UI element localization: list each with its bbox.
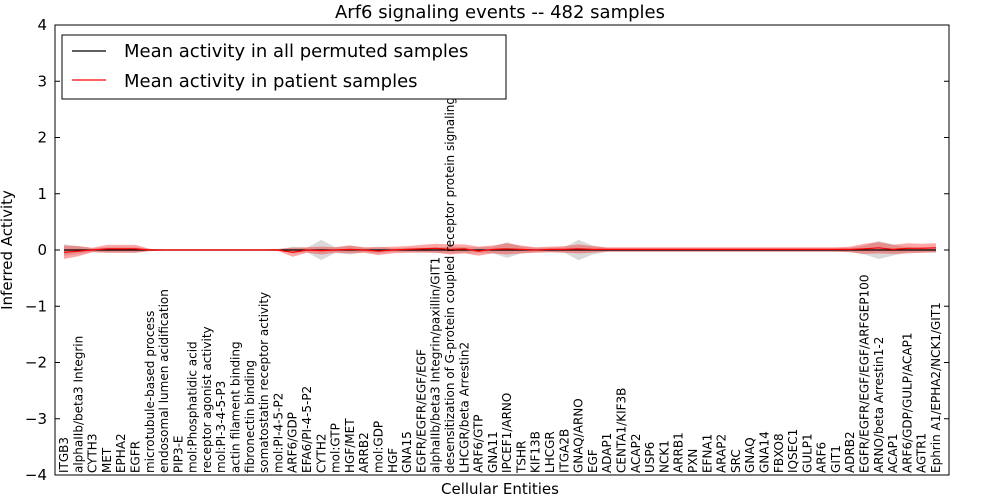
category-label: endosomal lumen acidification bbox=[157, 289, 171, 473]
category-label: ADRB2 bbox=[843, 431, 857, 473]
category-label: CYTH2 bbox=[314, 433, 328, 473]
category-label: desensitization of G-protein coupled rec… bbox=[443, 42, 457, 473]
category-label: ARNO/beta Arrestin1-2 bbox=[872, 337, 886, 473]
category-label: FBXO8 bbox=[772, 433, 786, 473]
category-label: PIP3-E bbox=[171, 435, 185, 473]
series-line-patient bbox=[63, 247, 937, 253]
y-tick-label: −4 bbox=[25, 466, 47, 484]
category-label: ARF6 bbox=[815, 442, 829, 473]
category-label: Ephrin A1/EPHA2/NCK1/GIT1 bbox=[929, 302, 943, 473]
category-label: LHCGR/beta Arrestin2 bbox=[457, 342, 471, 473]
category-label: mol:GTP bbox=[329, 423, 343, 473]
category-label: CYTH3 bbox=[86, 434, 100, 474]
y-axis-label: Inferred Activity bbox=[0, 190, 16, 310]
category-label: IPCEF1/ARNO bbox=[500, 393, 514, 473]
category-label: ARF6/GDP/GULP/ACAP1 bbox=[900, 333, 914, 473]
chart-title: Arf6 signaling events -- 482 samples bbox=[335, 2, 665, 23]
category-label: alphaIIb/beta3 Integrin bbox=[71, 336, 85, 473]
category-label: EFA6/PI-4-5-P2 bbox=[300, 386, 314, 473]
category-label: MET bbox=[100, 447, 114, 473]
category-label: EFNA1 bbox=[700, 434, 714, 473]
category-label: ARRB1 bbox=[672, 432, 686, 473]
category-label: ACAP1 bbox=[886, 434, 900, 473]
category-label: IQSEC1 bbox=[786, 429, 800, 473]
legend-label-permuted: Mean activity in all permuted samples bbox=[124, 41, 468, 62]
category-label: actin filament binding bbox=[229, 341, 243, 473]
category-label: GNA14 bbox=[758, 431, 772, 473]
category-label: KIF13B bbox=[529, 431, 543, 473]
category-label: ITGA2B bbox=[557, 429, 571, 473]
category-label: ADAP1 bbox=[600, 433, 614, 473]
x-axis-label: Cellular Entities bbox=[441, 480, 559, 498]
category-label: mol:PI-3-4-5-P3 bbox=[214, 381, 228, 473]
category-label: NCK1 bbox=[657, 440, 671, 473]
legend-box bbox=[61, 34, 507, 100]
category-label: GULP1 bbox=[800, 433, 814, 473]
category-label: USP6 bbox=[643, 442, 657, 473]
category-label: HGF bbox=[386, 448, 400, 473]
category-label: mol:Phosphatidic acid bbox=[186, 341, 200, 473]
category-label: AGTR1 bbox=[915, 433, 929, 473]
category-label: GNAQ bbox=[743, 437, 757, 473]
category-label: alphaIIb/beta3 Integrin/paxillin/GIT1 bbox=[429, 257, 443, 473]
category-label: GIT1 bbox=[829, 445, 843, 473]
category-label: HGF/MET bbox=[343, 418, 357, 473]
category-label: ARF6/GTP bbox=[472, 414, 486, 473]
category-label: ACAP2 bbox=[629, 434, 643, 473]
y-tick-label: −3 bbox=[25, 410, 47, 428]
legend: Mean activity in all permuted samples Me… bbox=[61, 34, 507, 100]
category-label: ARRB2 bbox=[357, 432, 371, 473]
category-label: receptor agonist activity bbox=[200, 326, 214, 473]
category-label: EGF bbox=[586, 449, 600, 473]
category-label: fibronectin binding bbox=[243, 360, 257, 473]
category-label: PXN bbox=[686, 449, 700, 473]
category-label: ARF6/GDP bbox=[286, 412, 300, 473]
category-label: GNAQ/ARNO bbox=[572, 398, 586, 473]
category-label: ARAP2 bbox=[715, 434, 729, 473]
y-tick-label: 1 bbox=[37, 185, 47, 203]
category-label: EGFR/EGFR/EGF/EGF/ARFGEP100 bbox=[858, 275, 872, 473]
y-tick-label: −2 bbox=[25, 354, 47, 372]
category-label: GNA15 bbox=[400, 431, 414, 473]
category-label: EPHA2 bbox=[114, 433, 128, 473]
category-label: mol:PI-4-5-P2 bbox=[271, 393, 285, 473]
category-label: SRC bbox=[729, 449, 743, 473]
category-label: EGFR/EGFR/EGF/EGF bbox=[414, 349, 428, 473]
y-tick-label: 2 bbox=[37, 129, 47, 147]
category-label: microtubule-based process bbox=[143, 311, 157, 473]
category-label: GNA11 bbox=[486, 431, 500, 473]
category-label: ITGB3 bbox=[57, 437, 71, 473]
y-tick-label: 4 bbox=[37, 16, 47, 34]
category-label: TSHR bbox=[514, 441, 528, 474]
legend-label-patient: Mean activity in patient samples bbox=[124, 71, 418, 92]
category-label: LHCGR bbox=[543, 431, 557, 473]
category-label: CENTA1/KIF3B bbox=[615, 388, 629, 473]
category-label: somatostatin receptor activity bbox=[257, 292, 271, 473]
y-tick-label: 0 bbox=[37, 241, 47, 259]
y-tick-label: 3 bbox=[37, 72, 47, 90]
category-label: mol:GDP bbox=[372, 421, 386, 473]
y-tick-label: −1 bbox=[25, 297, 47, 315]
category-label: EGFR bbox=[129, 441, 143, 473]
